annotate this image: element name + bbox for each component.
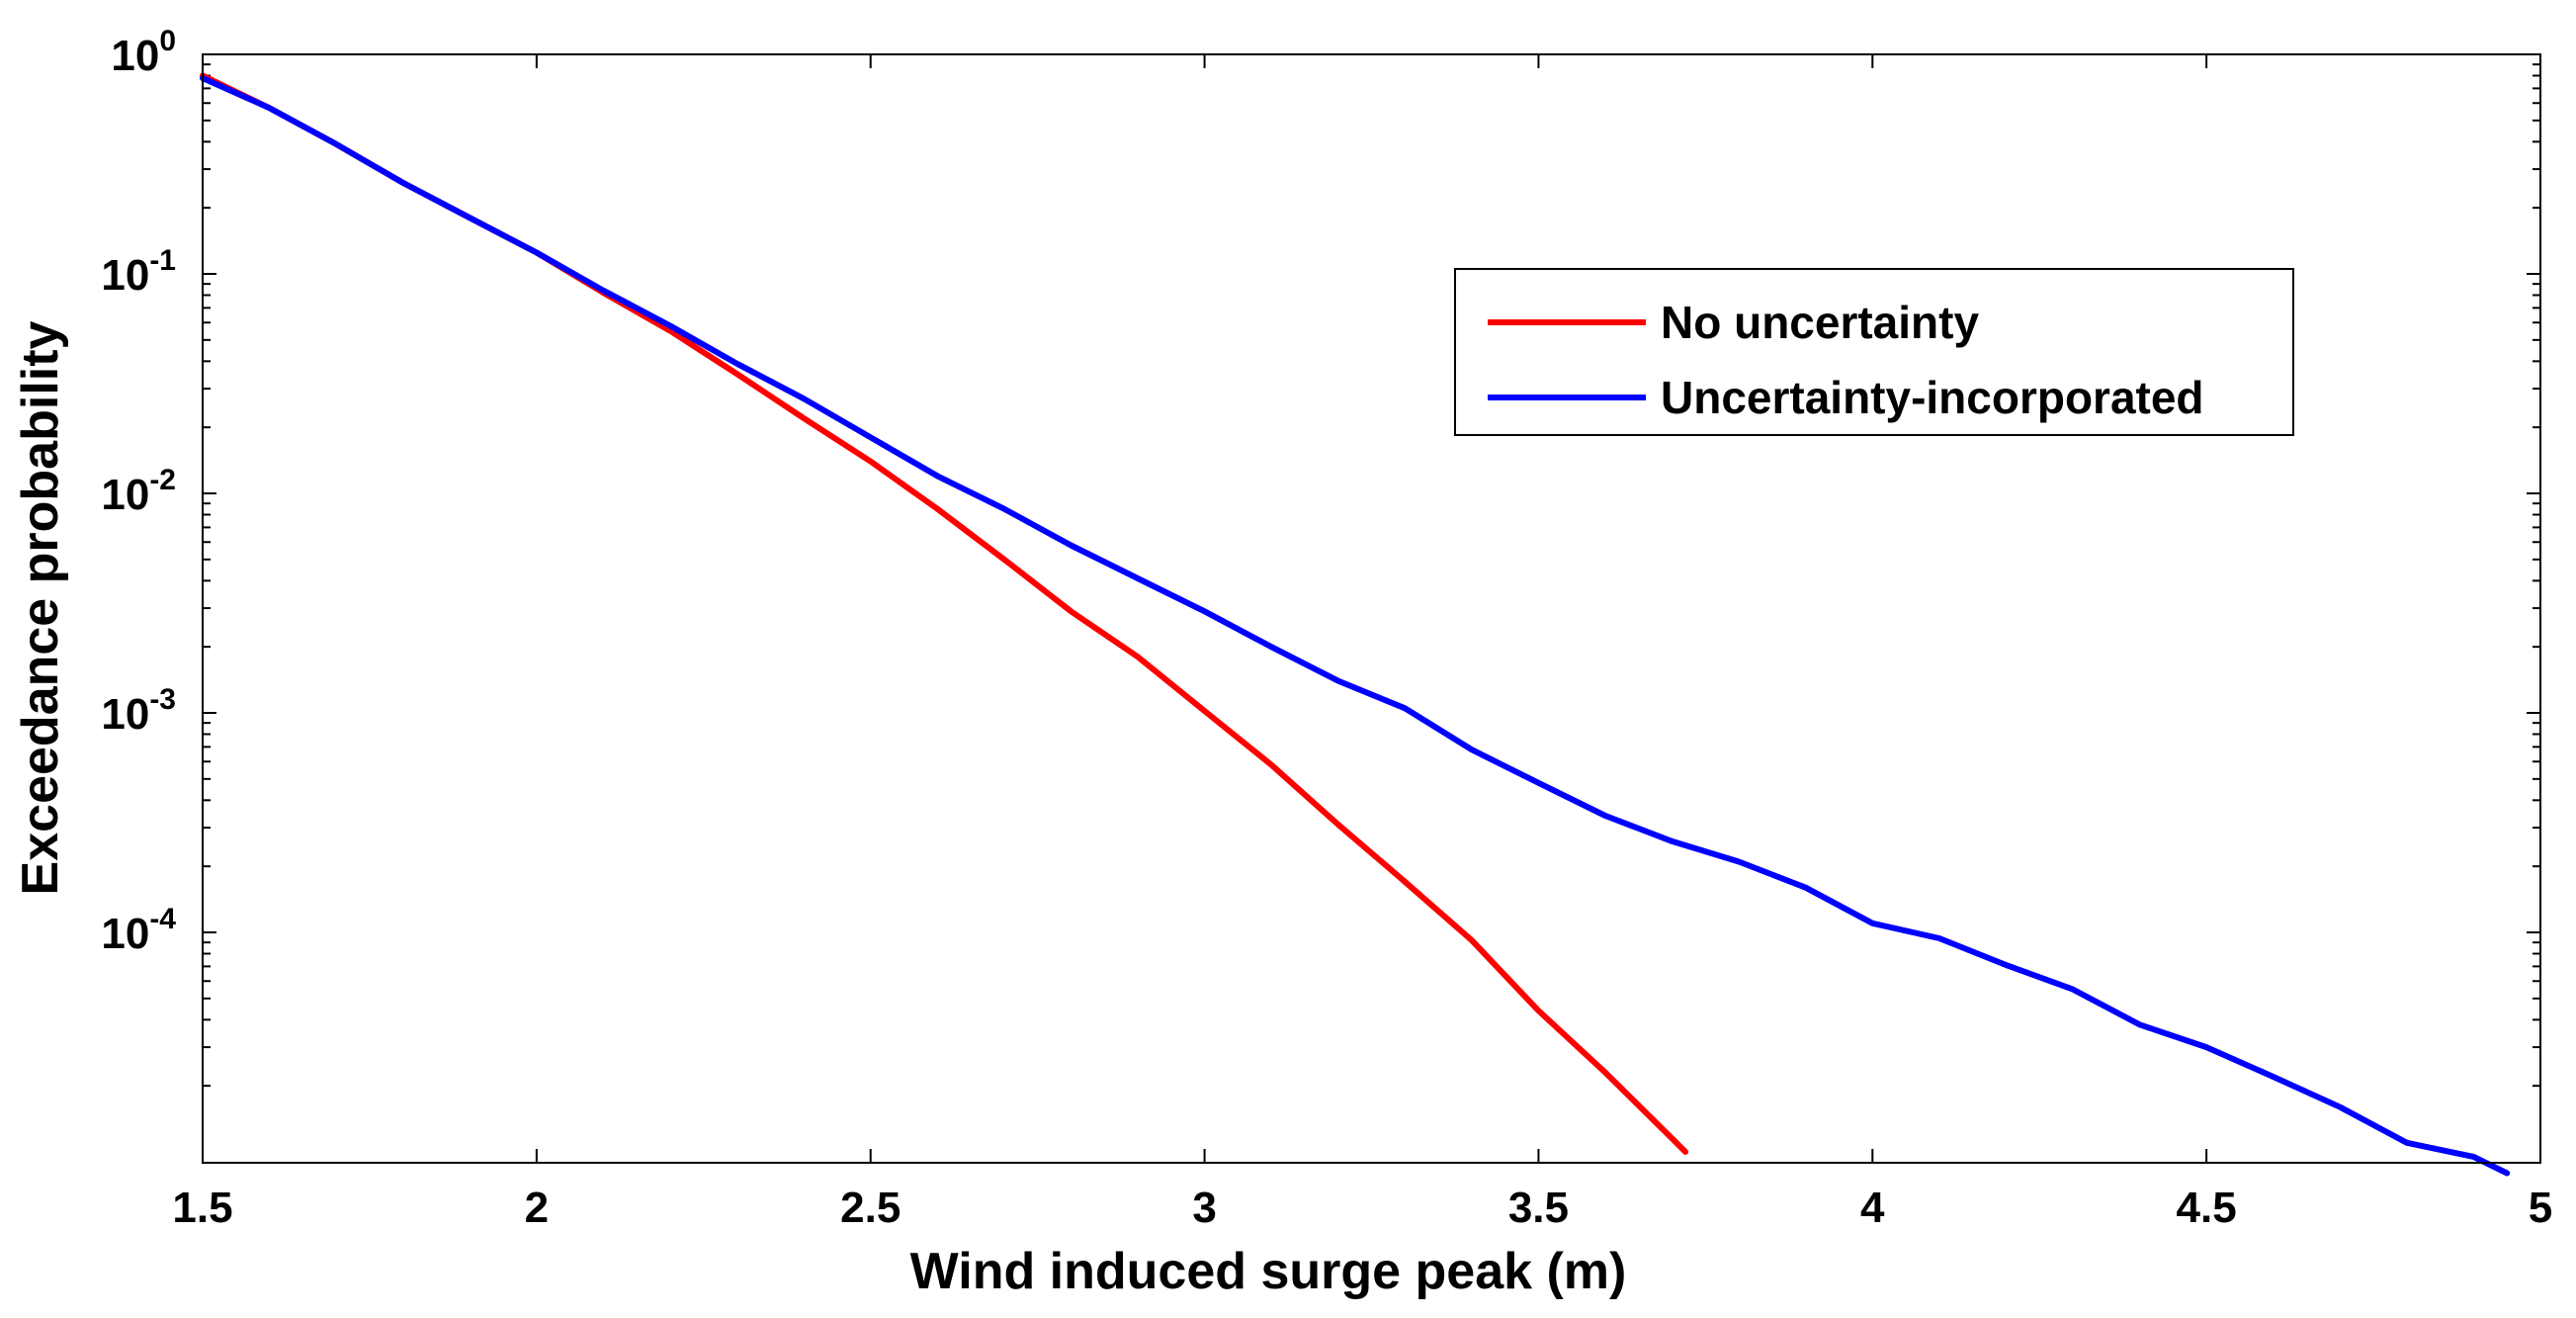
x-tick-label: 3	[1192, 1184, 1216, 1232]
x-tick-label: 4	[1860, 1184, 1885, 1232]
x-tick-label: 4.5	[2177, 1184, 2237, 1232]
y-tick-label: 10-2	[101, 464, 176, 519]
y-tick-label-exponent: -2	[149, 464, 176, 496]
x-tick-labels: 1.5 2 2.5 3 3.5 4 4.5 5	[172, 1184, 2552, 1232]
plot-area	[200, 53, 2541, 1177]
x-tick-label: 2	[525, 1184, 549, 1232]
x-tick-label: 2.5	[840, 1184, 901, 1232]
y-tick-label-base: 10	[101, 251, 149, 300]
y-tick-label-exponent: -1	[149, 244, 176, 277]
x-tick-label: 5	[2529, 1184, 2552, 1232]
series-layer	[200, 72, 2511, 1177]
y-tick-label-exponent: 0	[159, 25, 176, 57]
series-line-uncertainty-incorporated	[200, 75, 2511, 1177]
y-tick-label: 10-4	[101, 903, 176, 958]
legend: No uncertainty Uncertainty-incorporated	[1454, 268, 2294, 436]
y-tick-label: 100	[111, 25, 176, 80]
legend-label: No uncertainty	[1661, 297, 1979, 348]
y-tick-label-base: 10	[101, 690, 149, 739]
y-tick-label-exponent: -4	[149, 903, 176, 935]
legend-items: No uncertainty Uncertainty-incorporated	[1488, 297, 2204, 423]
x-tick-label: 1.5	[172, 1184, 232, 1232]
y-tick-label-base: 10	[111, 32, 159, 80]
y-tick-label-base: 10	[101, 471, 149, 519]
y-tick-label: 10-1	[101, 244, 176, 300]
y-tick-label: 10-3	[101, 683, 176, 739]
y-tick-label-base: 10	[101, 910, 149, 958]
x-axis-title: Wind induced surge peak (m)	[910, 1243, 1627, 1300]
y-axis-title: Exceedance probability	[12, 320, 69, 895]
legend-label: Uncertainty-incorporated	[1661, 372, 2204, 423]
x-tick-label: 3.5	[1508, 1184, 1569, 1232]
plot-background	[203, 54, 2540, 1163]
y-tick-label-exponent: -3	[149, 683, 176, 716]
minor-ticks	[203, 63, 2540, 1088]
legend-box	[1454, 268, 2294, 436]
plot-frame	[202, 53, 2541, 1164]
